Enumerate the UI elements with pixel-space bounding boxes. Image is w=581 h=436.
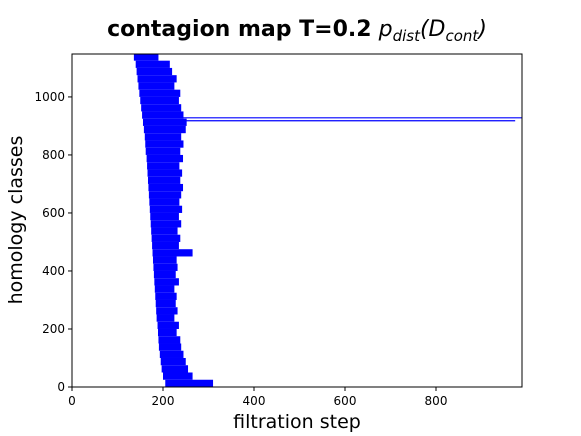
title-text: contagion map T=0.2: [107, 17, 372, 42]
bar: [149, 198, 180, 206]
bar: [152, 249, 193, 257]
bar: [155, 299, 176, 308]
bar: [139, 89, 181, 97]
bar: [146, 154, 184, 163]
bar: [144, 133, 182, 141]
plot-area: [133, 54, 522, 387]
x-tick-label: 800: [425, 394, 448, 408]
bar: [153, 263, 178, 271]
bar: [165, 379, 214, 387]
bar: [148, 183, 184, 192]
title-formula: ): [476, 17, 487, 42]
y-axis-label: homology classes: [5, 136, 27, 305]
bar: [147, 176, 181, 184]
bar: [142, 111, 184, 119]
bar: [133, 54, 159, 61]
x-tick-label: 200: [152, 394, 175, 408]
y-tick-label: 400: [42, 264, 65, 278]
bar: [158, 343, 182, 351]
x-tick-label: 0: [68, 394, 76, 408]
bar: [156, 307, 178, 315]
bar: [147, 162, 180, 170]
title-formula: (: [420, 17, 430, 42]
bar: [142, 118, 187, 126]
y-tick-label: 600: [42, 206, 65, 220]
x-axis-label: filtration step: [233, 411, 361, 433]
bar: [137, 75, 177, 83]
bar: [143, 125, 186, 134]
y-tick-label: 0: [57, 380, 65, 394]
bar: [155, 292, 177, 300]
bar: [156, 314, 175, 322]
bar: [150, 220, 182, 228]
y-tick-label: 800: [42, 148, 65, 162]
bar: [154, 278, 179, 286]
title-formula: p: [378, 17, 393, 42]
title-formula: dist: [393, 27, 422, 45]
chart-title: contagion map T=0.2 pdist(Dcont): [107, 17, 487, 45]
bar: [150, 212, 179, 221]
title-formula: D: [429, 17, 446, 42]
bar: [153, 270, 176, 279]
bar: [159, 350, 184, 358]
bar: [135, 60, 170, 68]
y-tick-label: 200: [42, 322, 65, 336]
bar: [151, 227, 178, 235]
plot-frame: [71, 53, 523, 388]
x-tick-label: 400: [243, 394, 266, 408]
bar: [160, 357, 186, 366]
y-tick-label: 1000: [34, 90, 65, 104]
bar: [161, 365, 189, 373]
title-formula: cont: [446, 27, 480, 45]
bar: [151, 234, 181, 242]
bar: [152, 241, 179, 250]
x-tick-label: 600: [334, 394, 357, 408]
bar: [141, 104, 182, 112]
bar: [157, 321, 179, 329]
bar: [163, 372, 193, 380]
bar: [147, 169, 183, 177]
bar: [154, 285, 175, 293]
bar: [140, 96, 179, 105]
bar: [136, 67, 173, 76]
bar: [138, 82, 175, 90]
bar: [158, 336, 181, 344]
bar: [157, 328, 177, 337]
bar: [145, 140, 184, 148]
bar: [149, 205, 183, 213]
bar: [148, 191, 182, 199]
bar: [145, 147, 181, 155]
bar: [152, 256, 177, 264]
